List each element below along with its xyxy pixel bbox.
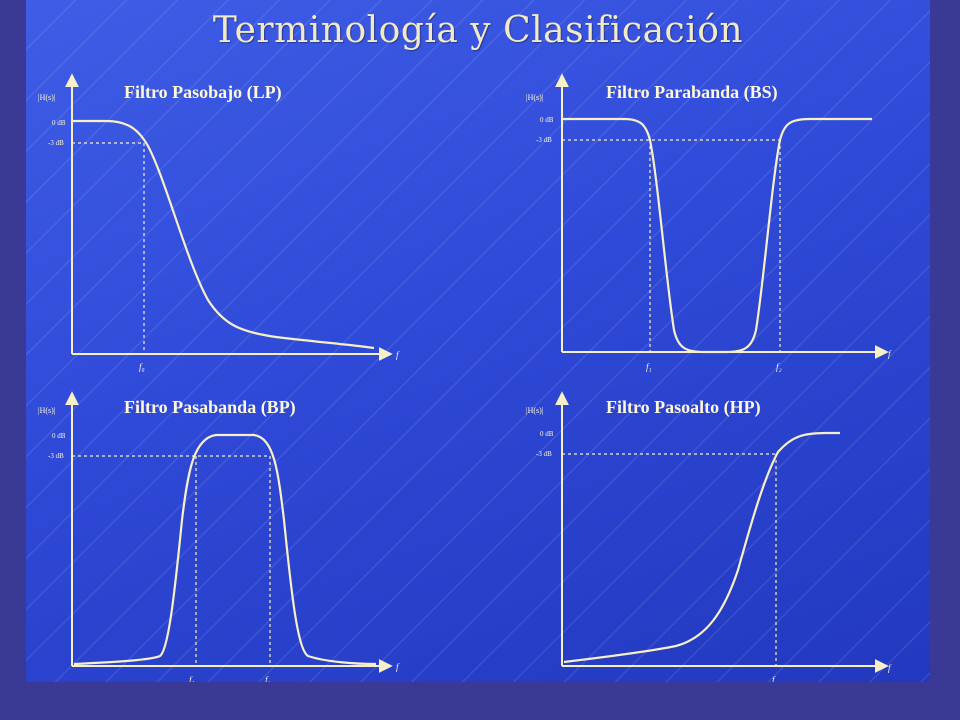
bp-0db-label: 0 dB [52, 432, 66, 440]
hp-x-axis-label: f [888, 663, 892, 673]
lp-title: Filtro Pasobajo (LP) [124, 82, 282, 103]
lp-response-curve [72, 119, 375, 350]
bp-cutoff2-label: f₂ [265, 675, 271, 682]
plot-highpass: |H(s)| 0 dB -3 dB Filtro Pasoalto (HP) f… [526, 391, 892, 682]
bs-response-curve [562, 117, 872, 354]
plot-lowpass: |H(s)| 0 dB -3 dB Filtro Pasobajo (LP) f… [38, 73, 400, 372]
bp-title: Filtro Pasabanda (BP) [124, 397, 296, 418]
slide-title: Terminología y Clasificación [212, 10, 744, 51]
bs-0db-label: 0 dB [540, 116, 554, 124]
lp-3db-label: -3 dB [48, 139, 64, 147]
bp-cutoff1-label: f₁ [189, 675, 195, 682]
bp-response-curve [73, 433, 377, 666]
bs-cutoff1-label: f₁ [646, 362, 652, 372]
hp-response-curve [563, 431, 840, 664]
bs-3db-label: -3 dB [536, 136, 552, 144]
hp-title: Filtro Pasoalto (HP) [606, 397, 761, 418]
bs-y-axis-label: |H(s)| [526, 93, 543, 102]
lp-cutoff-label: f₀ [139, 362, 145, 372]
bs-cutoff2-label: f₂ [776, 362, 782, 372]
slide: Terminología y Clasificación |H(s)| 0 dB… [26, 0, 930, 682]
bp-3db-label: -3 dB [48, 452, 64, 460]
plot-bandstop: |H(s)| 0 dB -3 dB Filtro Parabanda (BS) … [526, 73, 892, 372]
hp-y-axis-label: |H(s)| [526, 406, 543, 415]
bp-x-axis-label: f [396, 662, 400, 672]
bp-y-axis-label: |H(s)| [38, 406, 55, 415]
bs-x-axis-label: f [888, 349, 892, 359]
hp-0db-label: 0 dB [540, 430, 554, 438]
bs-title: Filtro Parabanda (BS) [606, 82, 778, 103]
hp-3db-label: -3 dB [536, 450, 552, 458]
plot-bandpass: |H(s)| 0 dB -3 dB Filtro Pasabanda (BP) … [38, 391, 400, 682]
hp-cutoff-label: f [772, 675, 776, 682]
lp-0db-label: 0 dB [52, 119, 66, 127]
lp-y-axis-label: |H(s)| [38, 93, 55, 102]
filter-plots: |H(s)| 0 dB -3 dB Filtro Pasobajo (LP) f… [38, 73, 892, 682]
lp-x-axis-label: f [396, 350, 400, 360]
